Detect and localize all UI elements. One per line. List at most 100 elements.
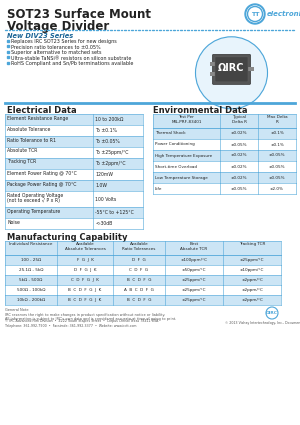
Text: Voltage Divider: Voltage Divider (7, 20, 109, 33)
Text: Absolute Tolerance: Absolute Tolerance (7, 127, 50, 131)
Text: General Note
IRC reserves the right to make changes in product specification wit: General Note IRC reserves the right to m… (5, 308, 176, 321)
Text: Absolute TCR: Absolute TCR (7, 148, 38, 153)
Text: ±0.02%: ±0.02% (231, 131, 247, 136)
Text: RoHS Compliant and Sn/Pb terminations available: RoHS Compliant and Sn/Pb terminations av… (11, 61, 134, 66)
Text: 10kΩ - 200kΩ: 10kΩ - 200kΩ (17, 298, 45, 302)
Text: 100 Volts: 100 Volts (95, 196, 116, 201)
Text: C  D  F  G  J  K: C D F G J K (71, 278, 99, 282)
Bar (5, 285, 281, 295)
Text: Electrical Data: Electrical Data (7, 106, 77, 115)
Text: Thermal Shock: Thermal Shock (155, 131, 186, 136)
Text: ±10ppm/°C: ±10ppm/°C (240, 268, 264, 272)
Text: Individual Resistance: Individual Resistance (9, 242, 53, 246)
Text: © 2013 Vishay Intertechnology, Inc., Document N° 61 of 3: © 2013 Vishay Intertechnology, Inc., Doc… (225, 321, 300, 325)
Text: Tracking TCR: Tracking TCR (7, 159, 36, 164)
Text: ±0.02%: ±0.02% (231, 176, 247, 179)
Text: B  C  D  F  G  J  K: B C D F G J K (68, 298, 102, 302)
Text: Low Temperature Storage: Low Temperature Storage (155, 176, 208, 179)
Bar (153, 150, 296, 161)
Text: ΩIRC: ΩIRC (218, 63, 245, 74)
Circle shape (267, 308, 277, 318)
Bar (153, 161, 296, 172)
Text: Rated Operating Voltage
(not to exceed √ P x R): Rated Operating Voltage (not to exceed √… (7, 193, 63, 203)
Text: ±25ppm/°C: ±25ppm/°C (182, 278, 206, 282)
Text: ±25ppm/°C: ±25ppm/°C (182, 298, 206, 302)
FancyBboxPatch shape (212, 54, 250, 85)
Text: SOT23 Surface Mount: SOT23 Surface Mount (7, 8, 151, 21)
Text: 1.0W: 1.0W (95, 183, 107, 188)
Bar (153, 128, 296, 139)
Text: Test Per
MIL-PRF-83401: Test Per MIL-PRF-83401 (171, 115, 202, 124)
Text: To ±25ppm/°C: To ±25ppm/°C (95, 150, 128, 155)
Text: Ratio Tolerance to R1: Ratio Tolerance to R1 (7, 138, 56, 142)
Bar (5, 136, 143, 147)
Text: ±25ppm/°C: ±25ppm/°C (182, 288, 206, 292)
Text: ±0.1%: ±0.1% (270, 131, 284, 136)
Text: ±0.05%: ±0.05% (231, 187, 247, 190)
Text: Environmental Data: Environmental Data (153, 106, 248, 115)
Bar (209, 72, 215, 76)
Text: TT: TT (251, 11, 259, 17)
Bar (5, 125, 143, 136)
Text: Element Resistance Range: Element Resistance Range (7, 116, 68, 121)
Bar (248, 68, 254, 71)
Text: electronics: electronics (267, 11, 300, 17)
Text: Short-time Overload: Short-time Overload (155, 164, 197, 168)
Text: ±0.02%: ±0.02% (231, 164, 247, 168)
Text: Package Power Rating @ 70°C: Package Power Rating @ 70°C (7, 181, 77, 187)
Bar (5, 241, 281, 255)
Text: High Temperature Exposure: High Temperature Exposure (155, 153, 212, 158)
Circle shape (196, 37, 268, 109)
Text: ±100ppm/°C: ±100ppm/°C (181, 258, 208, 262)
Bar (153, 172, 296, 183)
Text: Manufacturing Capability: Manufacturing Capability (7, 233, 128, 242)
Text: ±2ppm/°C: ±2ppm/°C (241, 298, 263, 302)
Text: To ±2ppm/°C: To ±2ppm/°C (95, 161, 125, 166)
Bar (5, 218, 143, 229)
Text: ±0.05%: ±0.05% (231, 142, 247, 147)
Text: Noise: Noise (7, 219, 20, 224)
Bar (5, 207, 143, 218)
Text: C  D  F  G: C D F G (129, 268, 148, 272)
Text: ±25ppm/°C: ±25ppm/°C (240, 258, 264, 262)
Text: 120mW: 120mW (95, 172, 113, 177)
Bar (5, 180, 143, 191)
Bar (5, 114, 143, 125)
Bar (153, 114, 296, 128)
Text: F  G  J  K: F G J K (76, 258, 93, 262)
Bar (5, 295, 281, 305)
Circle shape (247, 6, 263, 22)
Text: B  C  D  F  G: B C D F G (127, 278, 151, 282)
Text: Tracking TCR: Tracking TCR (239, 242, 265, 246)
Text: ±0.05%: ±0.05% (269, 164, 285, 168)
Bar (5, 169, 143, 180)
Text: Precision ratio tolerances to ±0.05%: Precision ratio tolerances to ±0.05% (11, 45, 100, 49)
Text: 25.1Ω - 5kΩ: 25.1Ω - 5kΩ (19, 268, 43, 272)
Text: -55°C to +125°C: -55°C to +125°C (95, 210, 134, 215)
Text: D  F  G: D F G (132, 258, 146, 262)
Bar (5, 275, 281, 285)
Text: Max Delta
R: Max Delta R (267, 115, 287, 124)
Text: 100 - 25Ω: 100 - 25Ω (21, 258, 41, 262)
Bar (5, 255, 281, 265)
Text: A  B  C  D  F  G: A B C D F G (124, 288, 154, 292)
Text: ±2.0%: ±2.0% (270, 187, 284, 190)
Text: 10 to 200kΩ: 10 to 200kΩ (95, 117, 123, 122)
Text: Replaces IRC SOT23 Series for new designs: Replaces IRC SOT23 Series for new design… (11, 39, 117, 44)
Text: ±0.05%: ±0.05% (269, 176, 285, 179)
Text: ±2ppm/°C: ±2ppm/°C (241, 288, 263, 292)
Bar (153, 183, 296, 194)
Text: Best
Absolute TCR: Best Absolute TCR (180, 242, 208, 251)
Text: To ±0.1%: To ±0.1% (95, 128, 117, 133)
Text: Power Conditioning: Power Conditioning (155, 142, 195, 147)
Bar (153, 139, 296, 150)
Text: ±0.02%: ±0.02% (231, 153, 247, 158)
Text: To ±0.05%: To ±0.05% (95, 139, 120, 144)
Text: © IRC Advanced Film Division  •  4222 South Staples Street  •  Corpus Christi/Te: © IRC Advanced Film Division • 4222 Sout… (5, 319, 158, 328)
Text: ±50ppm/°C: ±50ppm/°C (182, 268, 206, 272)
Text: Operating Temperature: Operating Temperature (7, 209, 60, 213)
Text: D  F  G  J  K: D F G J K (74, 268, 96, 272)
Circle shape (245, 4, 265, 24)
Text: ±2ppm/°C: ±2ppm/°C (241, 278, 263, 282)
Text: 5kΩ - 500Ω: 5kΩ - 500Ω (19, 278, 43, 282)
